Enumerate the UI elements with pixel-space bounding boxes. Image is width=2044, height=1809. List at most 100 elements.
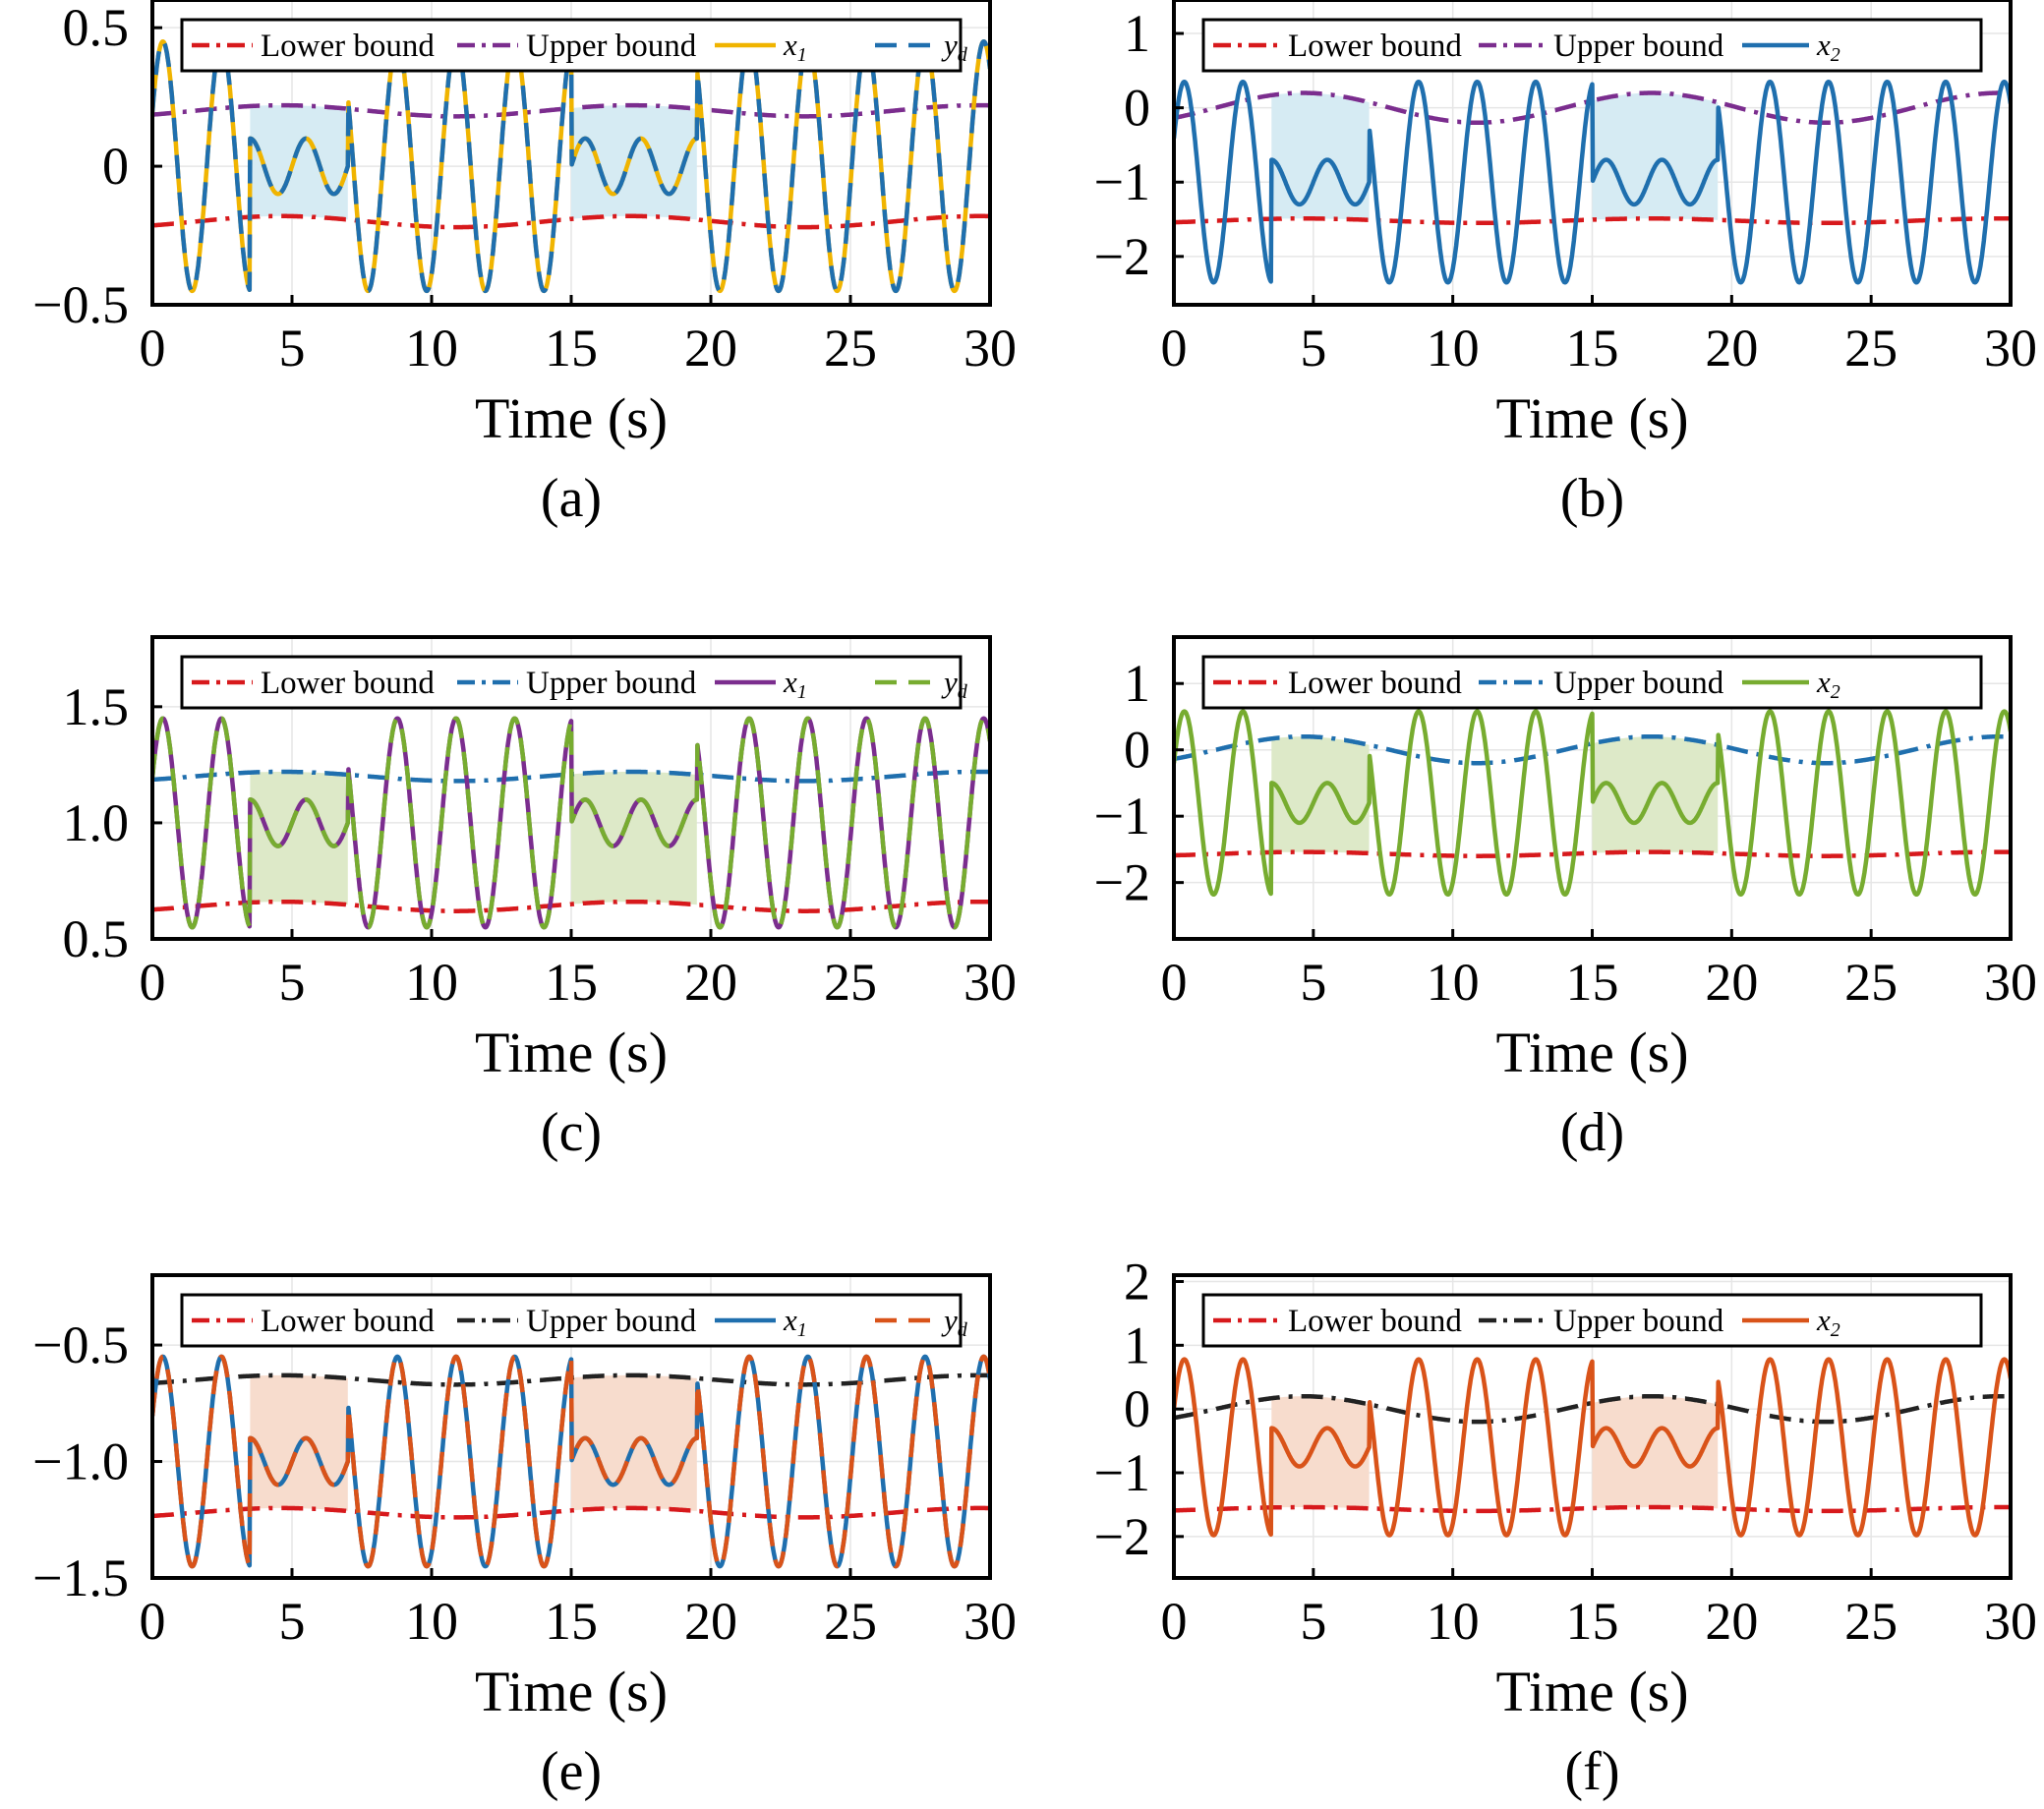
x-tick-label: 20: [684, 319, 737, 378]
legend-label: Upper bound: [526, 29, 697, 64]
x-tick-label: 25: [824, 319, 877, 378]
x-axis-label: Time (s): [475, 1021, 668, 1084]
series-line-3: [1174, 1357, 2011, 1538]
x-tick-label: 30: [1984, 319, 2037, 378]
series-line-1: [1174, 1504, 2011, 1514]
x-tick-label: 5: [279, 319, 306, 378]
shaded-region: [1592, 92, 1719, 220]
series-line-4: [152, 716, 990, 930]
x-tick-label: 15: [545, 953, 598, 1012]
y-tick-label: 1: [1124, 4, 1150, 63]
legend-box: [180, 1293, 963, 1348]
shaded-region: [1271, 736, 1370, 853]
x-tick-label: 20: [1705, 319, 1758, 378]
x-tick-label: 10: [1427, 1592, 1480, 1651]
x-tick-label: 15: [545, 1592, 598, 1651]
x-tick-label: 0: [140, 1592, 166, 1651]
legend-label: yd: [941, 28, 968, 66]
series-line-2: [1174, 90, 2011, 126]
x-tick-label: 0: [1161, 319, 1188, 378]
legend-label: yd: [941, 1303, 968, 1341]
x-tick-label: 30: [964, 1592, 1017, 1651]
y-tick-label: 0: [1124, 79, 1150, 138]
y-tick-label: 0.5: [63, 909, 130, 968]
x-tick-label: 20: [1705, 1592, 1758, 1651]
x-tick-label: 30: [1984, 1592, 2037, 1651]
x-tick-label: 5: [279, 953, 306, 1012]
x-tick-label: 0: [1161, 953, 1188, 1012]
shaded-region: [571, 105, 697, 220]
y-tick-label: −2: [1094, 1507, 1150, 1566]
y-tick-label: −1: [1094, 787, 1150, 846]
legend-box: [1201, 1293, 1983, 1348]
shaded-region: [1271, 92, 1370, 220]
x-tick-label: 5: [1300, 319, 1326, 378]
x-tick-label: 5: [1300, 953, 1326, 1012]
series-line-4: [152, 1354, 990, 1569]
legend-label: Upper bound: [526, 1304, 697, 1339]
series-line-1: [1174, 216, 2011, 226]
legend-label: Upper bound: [526, 666, 697, 701]
series-line-1: [152, 213, 990, 230]
y-tick-label: −2: [1094, 853, 1150, 912]
x-axis-label: Time (s): [1495, 1021, 1688, 1084]
x-tick-label: 25: [824, 953, 877, 1012]
y-tick-label: 1: [1124, 1315, 1150, 1374]
legend-box: [180, 18, 963, 73]
y-tick-label: −2: [1094, 227, 1150, 286]
x-tick-label: 25: [1844, 953, 1898, 1012]
legend-label: Upper bound: [1553, 29, 1724, 64]
x-tick-label: 0: [1161, 1592, 1188, 1651]
legend-label: Lower bound: [261, 666, 435, 701]
legend-label: Lower bound: [1288, 1304, 1462, 1339]
x-tick-label: 20: [1705, 953, 1758, 1012]
panel-label: (d): [1560, 1102, 1624, 1163]
x-tick-label: 15: [1566, 1592, 1619, 1651]
panel-label: (b): [1560, 468, 1624, 529]
legend: Lower bound Upper bound x1 yd: [180, 1293, 968, 1348]
panel-label: (c): [541, 1102, 602, 1163]
y-tick-label: −1: [1094, 152, 1150, 211]
legend: Lower bound Upper bound x2: [1201, 1293, 1983, 1348]
legend-label: yd: [941, 665, 968, 703]
shaded-region: [1592, 736, 1719, 853]
x-tick-label: 10: [1427, 953, 1480, 1012]
panel-label: (e): [541, 1741, 602, 1802]
y-tick-label: 0: [1124, 721, 1150, 780]
chart-panel-2: 0 5 10 15 20 25 30 −2 −1 0 1 Time (s) (b) Lower bound…: [1094, 0, 2037, 529]
x-tick-label: 30: [964, 319, 1017, 378]
y-tick-label: −0.5: [32, 275, 129, 334]
series-line-3: [1174, 79, 2011, 285]
plot-area: [1174, 79, 2011, 285]
panel-label: (a): [541, 468, 602, 529]
chart-panel-4: 0 5 10 15 20 25 30 −2 −1 0 1 Time (s) (d) Lower bound…: [1094, 635, 2037, 1163]
series-line-2: [1174, 733, 2011, 766]
x-axis-label: Time (s): [1495, 386, 1688, 450]
shaded-region: [571, 772, 697, 905]
x-axis-label: Time (s): [475, 386, 668, 450]
shaded-region: [250, 772, 348, 905]
y-tick-label: −1: [1094, 1443, 1150, 1502]
plot-area: [1174, 1357, 2011, 1538]
y-tick-label: 2: [1124, 1252, 1150, 1311]
legend: Lower bound Upper bound x1 yd: [180, 18, 968, 73]
chart-panel-3: 0 5 10 15 20 25 30 0.5 1.0 1.5 Time (s) (c) Lower bo…: [63, 635, 1017, 1163]
y-tick-label: 0: [1124, 1379, 1150, 1438]
legend: Lower bound Upper bound x1 yd: [180, 655, 968, 710]
chart-panel-5: 0 5 10 15 20 25 30 −1.5 −1.0 −0.5 Time (s) (e) Lower…: [32, 1273, 1017, 1802]
x-tick-label: 25: [824, 1592, 877, 1651]
x-tick-label: 10: [1427, 319, 1480, 378]
x-tick-label: 15: [1566, 953, 1619, 1012]
x-tick-label: 30: [964, 953, 1017, 1012]
legend-label: Upper bound: [1553, 666, 1724, 701]
y-tick-label: 0.5: [63, 0, 130, 57]
x-tick-label: 25: [1844, 319, 1898, 378]
x-tick-label: 10: [405, 953, 458, 1012]
legend-box: [1201, 655, 1983, 710]
y-tick-label: −1.5: [32, 1548, 129, 1607]
y-tick-label: 0: [102, 137, 129, 196]
legend-label: Lower bound: [1288, 29, 1462, 64]
x-tick-label: 10: [405, 1592, 458, 1651]
y-tick-label: 1.0: [63, 793, 130, 852]
